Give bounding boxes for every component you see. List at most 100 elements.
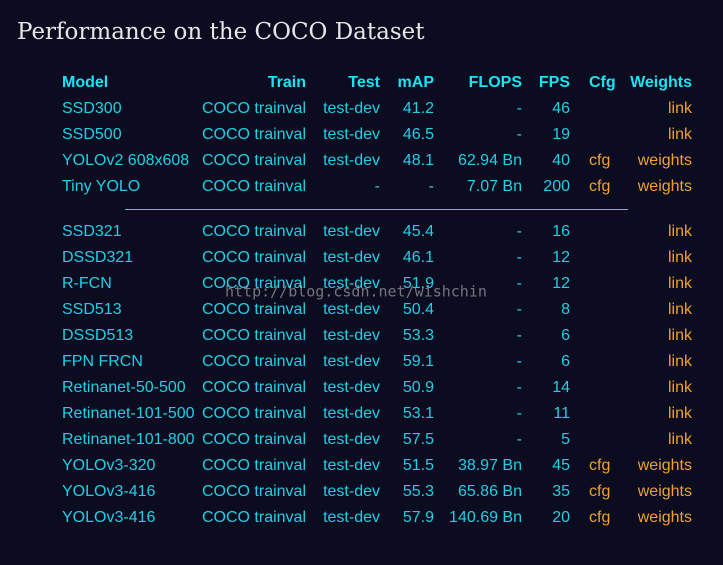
table-cell: 48.1	[403, 152, 434, 169]
header-cell: Model	[62, 74, 108, 91]
table-cell: -	[517, 379, 522, 396]
table-cell: 5	[561, 431, 570, 448]
table-cell: test-dev	[323, 327, 380, 344]
table-cell: 12	[552, 249, 570, 266]
table-cell: test-dev	[323, 353, 380, 370]
table-cell: 59.1	[403, 353, 434, 370]
link-cell[interactable]: link	[668, 431, 693, 448]
link-cell[interactable]: weights	[637, 152, 692, 169]
link-cell[interactable]: link	[668, 275, 693, 292]
table-cell: 45.4	[403, 223, 434, 240]
link-cell[interactable]: cfg	[589, 152, 610, 169]
link-cell[interactable]: link	[668, 327, 693, 344]
table-cell: 55.3	[403, 483, 434, 500]
table-cell: 51.9	[403, 275, 434, 292]
table-cell: Tiny YOLO	[62, 178, 140, 195]
table-cell: COCO trainval	[202, 457, 306, 474]
table-cell: -	[517, 126, 522, 143]
watermark: http://blog.csdn.net/wishchin	[225, 283, 487, 301]
table-cell: COCO trainval	[202, 327, 306, 344]
table-cell: 57.9	[403, 509, 434, 526]
link-cell[interactable]: weights	[637, 457, 692, 474]
table-cell: 45	[552, 457, 570, 474]
table-cell: 62.94 Bn	[458, 152, 522, 169]
table-cell: YOLOv2 608x608	[62, 152, 189, 169]
table-cell: test-dev	[323, 223, 380, 240]
table-cell: test-dev	[323, 405, 380, 422]
table-cell: -	[517, 431, 522, 448]
table-cell: YOLOv3-320	[62, 457, 155, 474]
link-cell[interactable]: link	[668, 126, 693, 143]
table-cell: COCO trainval	[202, 483, 306, 500]
link-cell[interactable]: cfg	[589, 457, 610, 474]
link-cell[interactable]: weights	[637, 509, 692, 526]
table-cell: SSD500	[62, 126, 122, 143]
table-cell: COCO trainval	[202, 275, 306, 292]
table-cell: Retinanet-101-800	[62, 431, 195, 448]
table-cell: COCO trainval	[202, 126, 306, 143]
table-cell: test-dev	[323, 249, 380, 266]
table-cell: COCO trainval	[202, 509, 306, 526]
link-cell[interactable]: cfg	[589, 483, 610, 500]
table-cell: -	[517, 327, 522, 344]
link-cell[interactable]: link	[668, 223, 693, 240]
table-cell: test-dev	[323, 152, 380, 169]
header-cell: Cfg	[589, 74, 616, 91]
header-cell: mAP	[398, 74, 435, 91]
table-cell: test-dev	[323, 126, 380, 143]
table-cell: 8	[561, 301, 570, 318]
table-cell: 46.5	[403, 126, 434, 143]
link-cell[interactable]: link	[668, 249, 693, 266]
table-cell: COCO trainval	[202, 249, 306, 266]
link-cell[interactable]: link	[668, 301, 693, 318]
link-cell[interactable]: cfg	[589, 509, 610, 526]
table-cell: 57.5	[403, 431, 434, 448]
table-cell: -	[517, 100, 522, 117]
table-cell: test-dev	[323, 431, 380, 448]
table-cell: COCO trainval	[202, 431, 306, 448]
link-cell[interactable]: weights	[637, 178, 692, 195]
table-cell: COCO trainval	[202, 152, 306, 169]
table-cell: 53.3	[403, 327, 434, 344]
link-cell[interactable]: link	[668, 353, 693, 370]
table-cell: 50.4	[403, 301, 434, 318]
table-cell: -	[375, 178, 380, 195]
table-cell: COCO trainval	[202, 379, 306, 396]
link-cell[interactable]: weights	[637, 483, 692, 500]
table-cell: Retinanet-50-500	[62, 379, 186, 396]
table-cell: test-dev	[323, 275, 380, 292]
table-cell: test-dev	[323, 483, 380, 500]
link-cell[interactable]: link	[668, 405, 693, 422]
table-cell: 46.1	[403, 249, 434, 266]
table-cell: 46	[552, 100, 570, 117]
table-cell: SSD321	[62, 223, 122, 240]
table-cell: -	[517, 223, 522, 240]
table-cell: -	[517, 275, 522, 292]
link-cell[interactable]: link	[668, 100, 693, 117]
header-cell: Test	[348, 74, 380, 91]
table-cell: SSD300	[62, 100, 122, 117]
link-cell[interactable]: cfg	[589, 178, 610, 195]
table-cell: -	[429, 178, 434, 195]
table-cell: R-FCN	[62, 275, 112, 292]
table-cell: test-dev	[323, 100, 380, 117]
table-cell: 65.86 Bn	[458, 483, 522, 500]
table-cell: DSSD321	[62, 249, 133, 266]
table-cell: 53.1	[403, 405, 434, 422]
table-cell: FPN FRCN	[62, 353, 143, 370]
table-cell: 12	[552, 275, 570, 292]
table-cell: 35	[552, 483, 570, 500]
page-title: Performance on the COCO Dataset	[17, 19, 425, 45]
table-cell: -	[517, 301, 522, 318]
table: Model Train Test mAP FLOPS FPS Cfg Weights SSD30…	[62, 74, 693, 526]
table-cell: test-dev	[323, 509, 380, 526]
table-cell: 14	[552, 379, 570, 396]
link-cell[interactable]: link	[668, 379, 693, 396]
table-cell: 140.69 Bn	[449, 509, 522, 526]
table-cell: 51.5	[403, 457, 434, 474]
table-cell: -	[517, 405, 522, 422]
table-cell: 200	[543, 178, 570, 195]
table-cell: -	[517, 249, 522, 266]
